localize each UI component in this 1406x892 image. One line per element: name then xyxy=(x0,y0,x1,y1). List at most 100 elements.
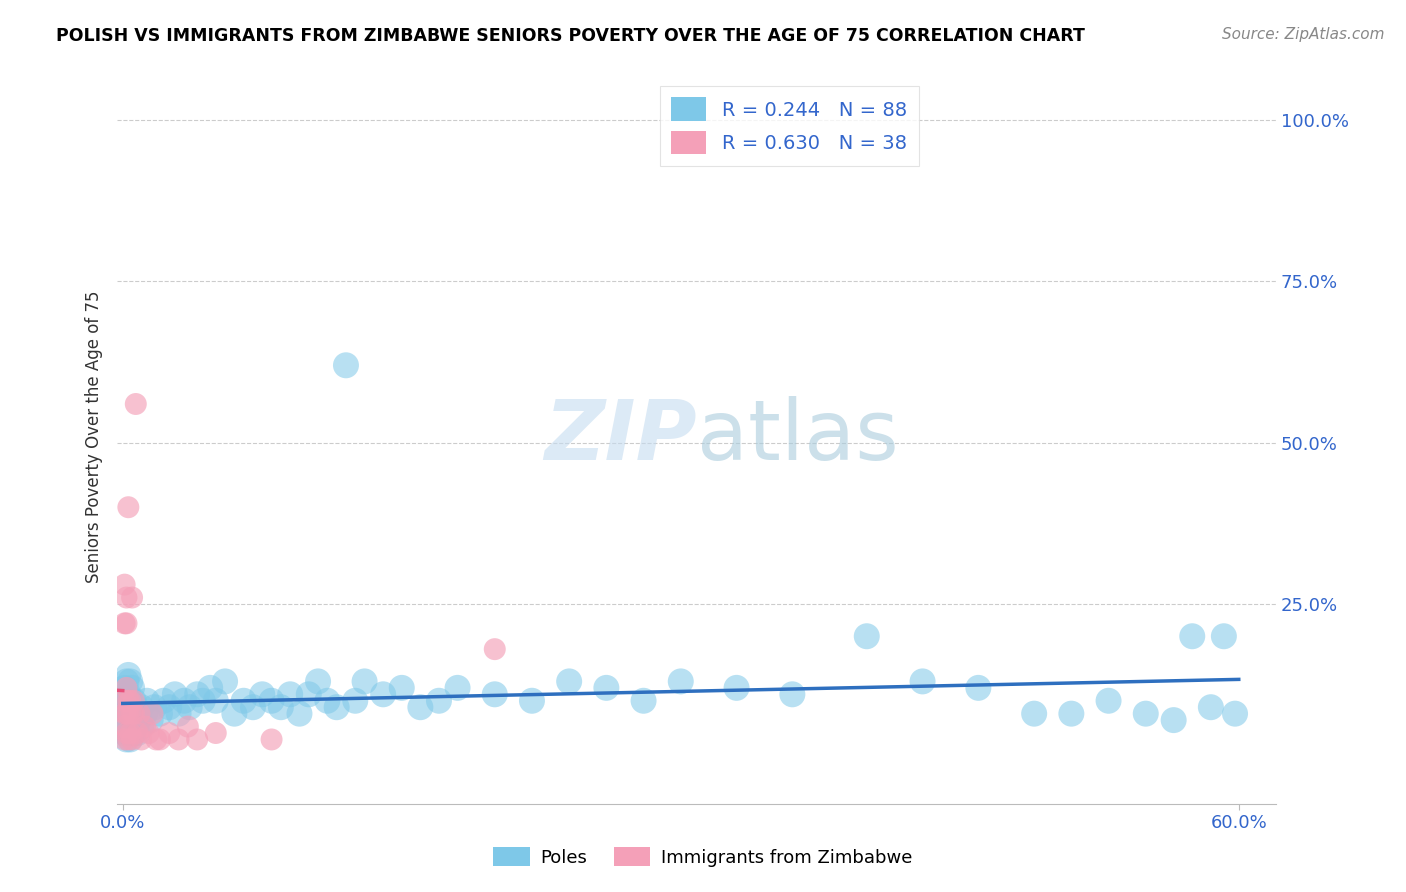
Point xyxy=(122,694,145,708)
Point xyxy=(127,726,149,740)
Point xyxy=(134,706,156,721)
Point xyxy=(120,674,142,689)
Point xyxy=(669,674,692,689)
Point xyxy=(260,732,283,747)
Point xyxy=(122,706,145,721)
Point xyxy=(1097,694,1119,708)
Point xyxy=(1060,706,1083,721)
Point xyxy=(633,694,655,708)
Point xyxy=(120,732,142,747)
Point xyxy=(114,720,136,734)
Point xyxy=(117,694,139,708)
Point xyxy=(214,674,236,689)
Point xyxy=(122,726,145,740)
Point xyxy=(138,726,160,740)
Point xyxy=(278,687,301,701)
Point xyxy=(157,700,180,714)
Point xyxy=(117,706,139,721)
Point xyxy=(127,726,149,740)
Point xyxy=(335,359,357,373)
Point xyxy=(373,687,395,701)
Point xyxy=(1163,713,1185,727)
Point xyxy=(115,726,138,740)
Point xyxy=(121,726,143,740)
Point xyxy=(122,694,145,708)
Point xyxy=(198,681,221,695)
Point xyxy=(307,674,329,689)
Point xyxy=(117,726,139,740)
Point xyxy=(446,681,468,695)
Point xyxy=(121,700,143,714)
Y-axis label: Seniors Poverty Over the Age of 75: Seniors Poverty Over the Age of 75 xyxy=(86,290,103,582)
Point xyxy=(558,674,581,689)
Point xyxy=(1212,629,1234,643)
Point xyxy=(325,700,347,714)
Point xyxy=(204,726,226,740)
Text: ZIP: ZIP xyxy=(544,396,696,476)
Point xyxy=(117,500,139,515)
Point xyxy=(149,706,172,721)
Point xyxy=(1024,706,1046,721)
Point xyxy=(967,681,990,695)
Point xyxy=(595,681,617,695)
Point xyxy=(186,732,208,747)
Point xyxy=(114,577,136,591)
Point xyxy=(131,732,153,747)
Point xyxy=(114,726,136,740)
Point xyxy=(120,706,142,721)
Point xyxy=(484,687,506,701)
Point xyxy=(117,668,139,682)
Point xyxy=(121,591,143,605)
Point xyxy=(128,706,150,721)
Legend: R = 0.244   N = 88, R = 0.630   N = 38: R = 0.244 N = 88, R = 0.630 N = 38 xyxy=(659,86,918,166)
Point xyxy=(145,732,167,747)
Point xyxy=(115,687,138,701)
Point xyxy=(344,694,367,708)
Point xyxy=(409,700,432,714)
Point xyxy=(139,713,162,727)
Point xyxy=(114,694,136,708)
Point xyxy=(484,642,506,657)
Text: atlas: atlas xyxy=(696,396,898,476)
Point xyxy=(204,694,226,708)
Point xyxy=(115,700,138,714)
Point xyxy=(114,681,136,695)
Point xyxy=(260,694,283,708)
Point xyxy=(122,706,145,721)
Point xyxy=(115,616,138,631)
Point xyxy=(115,591,138,605)
Point xyxy=(167,706,190,721)
Point xyxy=(120,726,142,740)
Point xyxy=(1199,700,1222,714)
Point xyxy=(224,706,246,721)
Point xyxy=(252,687,274,701)
Point xyxy=(725,681,748,695)
Point xyxy=(141,706,163,721)
Text: POLISH VS IMMIGRANTS FROM ZIMBABWE SENIORS POVERTY OVER THE AGE OF 75 CORRELATIO: POLISH VS IMMIGRANTS FROM ZIMBABWE SENIO… xyxy=(56,27,1085,45)
Point xyxy=(121,706,143,721)
Point xyxy=(288,706,311,721)
Point xyxy=(177,720,200,734)
Point xyxy=(298,687,321,701)
Point xyxy=(855,629,877,643)
Point xyxy=(911,674,934,689)
Point xyxy=(173,694,195,708)
Point xyxy=(121,681,143,695)
Point xyxy=(1181,629,1204,643)
Text: Source: ZipAtlas.com: Source: ZipAtlas.com xyxy=(1222,27,1385,42)
Point xyxy=(121,713,143,727)
Point xyxy=(316,694,339,708)
Point xyxy=(120,694,142,708)
Point xyxy=(114,706,136,721)
Point xyxy=(117,687,139,701)
Point xyxy=(114,732,136,747)
Point xyxy=(191,694,214,708)
Point xyxy=(1223,706,1246,721)
Point xyxy=(115,674,138,689)
Point xyxy=(121,732,143,747)
Point xyxy=(163,687,186,701)
Point xyxy=(127,706,149,721)
Point xyxy=(391,681,413,695)
Point xyxy=(179,700,201,714)
Point xyxy=(117,713,139,727)
